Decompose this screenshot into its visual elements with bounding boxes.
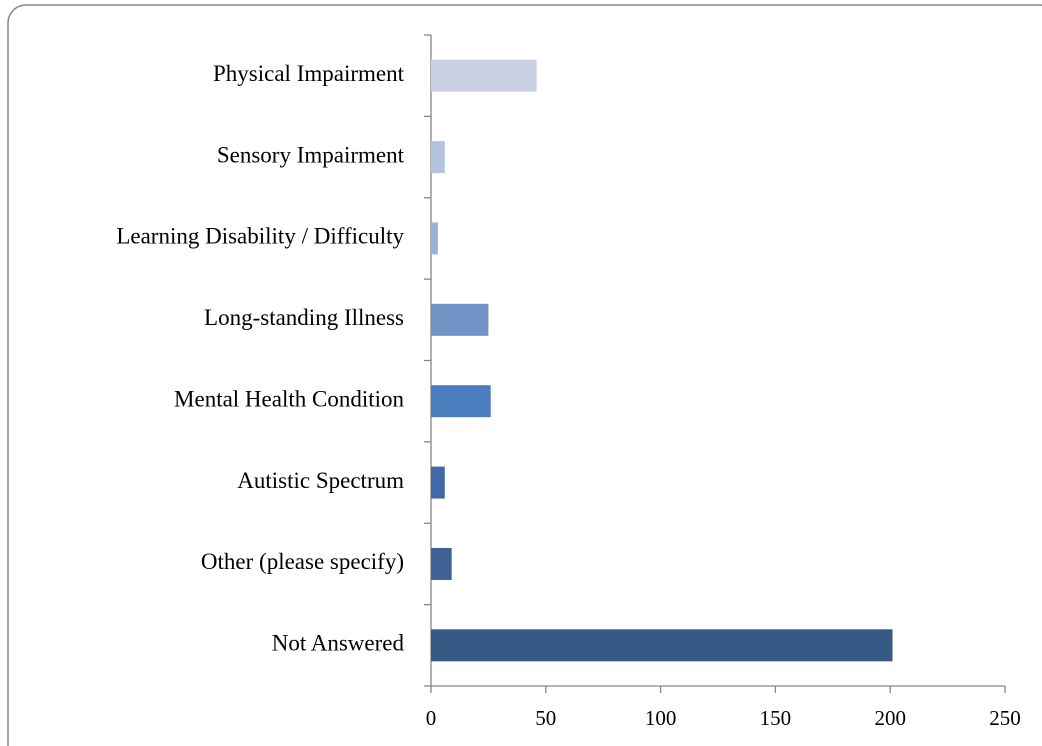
bar <box>431 466 445 499</box>
x-tick-label: 150 <box>760 706 792 730</box>
bar <box>431 547 452 580</box>
bar <box>431 629 893 662</box>
bar <box>431 59 537 92</box>
bar <box>431 141 445 174</box>
y-tick-label: Other (please specify) <box>201 549 404 574</box>
chart-frame <box>7 4 1042 746</box>
y-tick-label: Learning Disability / Difficulty <box>116 224 404 249</box>
x-tick-label: 0 <box>426 706 437 730</box>
y-tick-label: Not Answered <box>272 631 405 656</box>
y-tick-label: Physical Impairment <box>213 61 405 86</box>
y-tick-label: Long-standing Illness <box>204 305 404 330</box>
x-tick-label: 100 <box>645 706 677 730</box>
y-tick-label: Mental Health Condition <box>174 386 404 411</box>
bar <box>431 303 489 336</box>
bar <box>431 222 438 255</box>
x-tick-label: 250 <box>989 706 1021 730</box>
y-tick-label: Sensory Impairment <box>217 142 405 167</box>
x-tick-label: 200 <box>874 706 906 730</box>
bar <box>431 385 491 418</box>
x-tick-label: 50 <box>535 706 556 730</box>
y-tick-label: Autistic Spectrum <box>237 468 404 493</box>
